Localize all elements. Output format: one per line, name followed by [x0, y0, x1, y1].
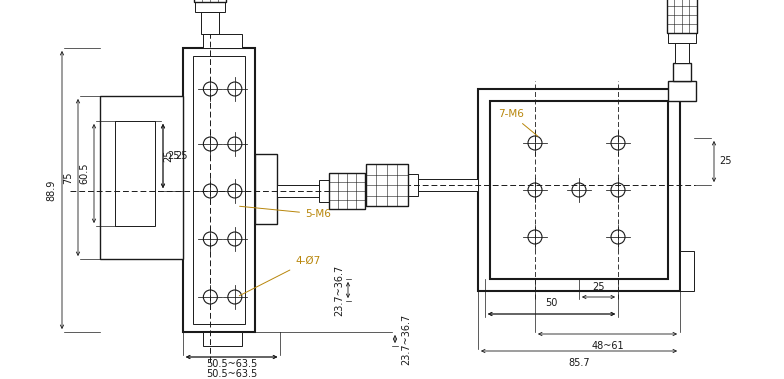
Bar [675, 43, 689, 63]
Bar [201, 12, 220, 34]
Bar [667, 0, 697, 33]
Text: 48~61: 48~61 [591, 341, 624, 351]
Text: 50.5~63.5: 50.5~63.5 [206, 359, 257, 369]
Text: 7-M6: 7-M6 [498, 109, 538, 136]
Bar [195, 2, 225, 12]
Bar [478, 89, 680, 291]
Text: 23.7~36.7: 23.7~36.7 [334, 265, 344, 316]
Text: 60.5: 60.5 [79, 163, 89, 184]
Bar [408, 174, 418, 196]
Bar [673, 63, 691, 81]
Text: 25: 25 [167, 151, 180, 161]
Bar [490, 101, 668, 279]
Bar [183, 48, 255, 332]
Bar [255, 154, 277, 224]
Bar [668, 81, 696, 101]
Bar [100, 96, 183, 259]
Bar [366, 164, 408, 206]
Text: 25: 25 [719, 157, 731, 166]
Bar [680, 251, 694, 291]
Bar [115, 121, 155, 226]
Text: 25: 25 [175, 151, 187, 161]
Bar [194, 0, 227, 2]
Text: 25: 25 [163, 150, 173, 162]
Bar [319, 180, 329, 202]
Bar [202, 34, 242, 48]
Bar [668, 33, 696, 43]
Bar [329, 173, 365, 209]
Text: 50: 50 [546, 298, 557, 308]
Text: 50.5~63.5: 50.5~63.5 [206, 369, 257, 379]
Bar [277, 185, 319, 197]
Bar [193, 56, 245, 324]
Text: 25: 25 [592, 282, 604, 292]
Bar [418, 179, 478, 191]
Bar [202, 332, 242, 346]
Text: 4-Ø7: 4-Ø7 [239, 256, 320, 296]
Text: 88.9: 88.9 [46, 179, 56, 201]
Text: 23.7~36.7: 23.7~36.7 [401, 313, 411, 365]
Text: 5-M6: 5-M6 [240, 206, 331, 219]
Text: 75: 75 [63, 171, 73, 184]
Text: 85.7: 85.7 [568, 358, 590, 368]
